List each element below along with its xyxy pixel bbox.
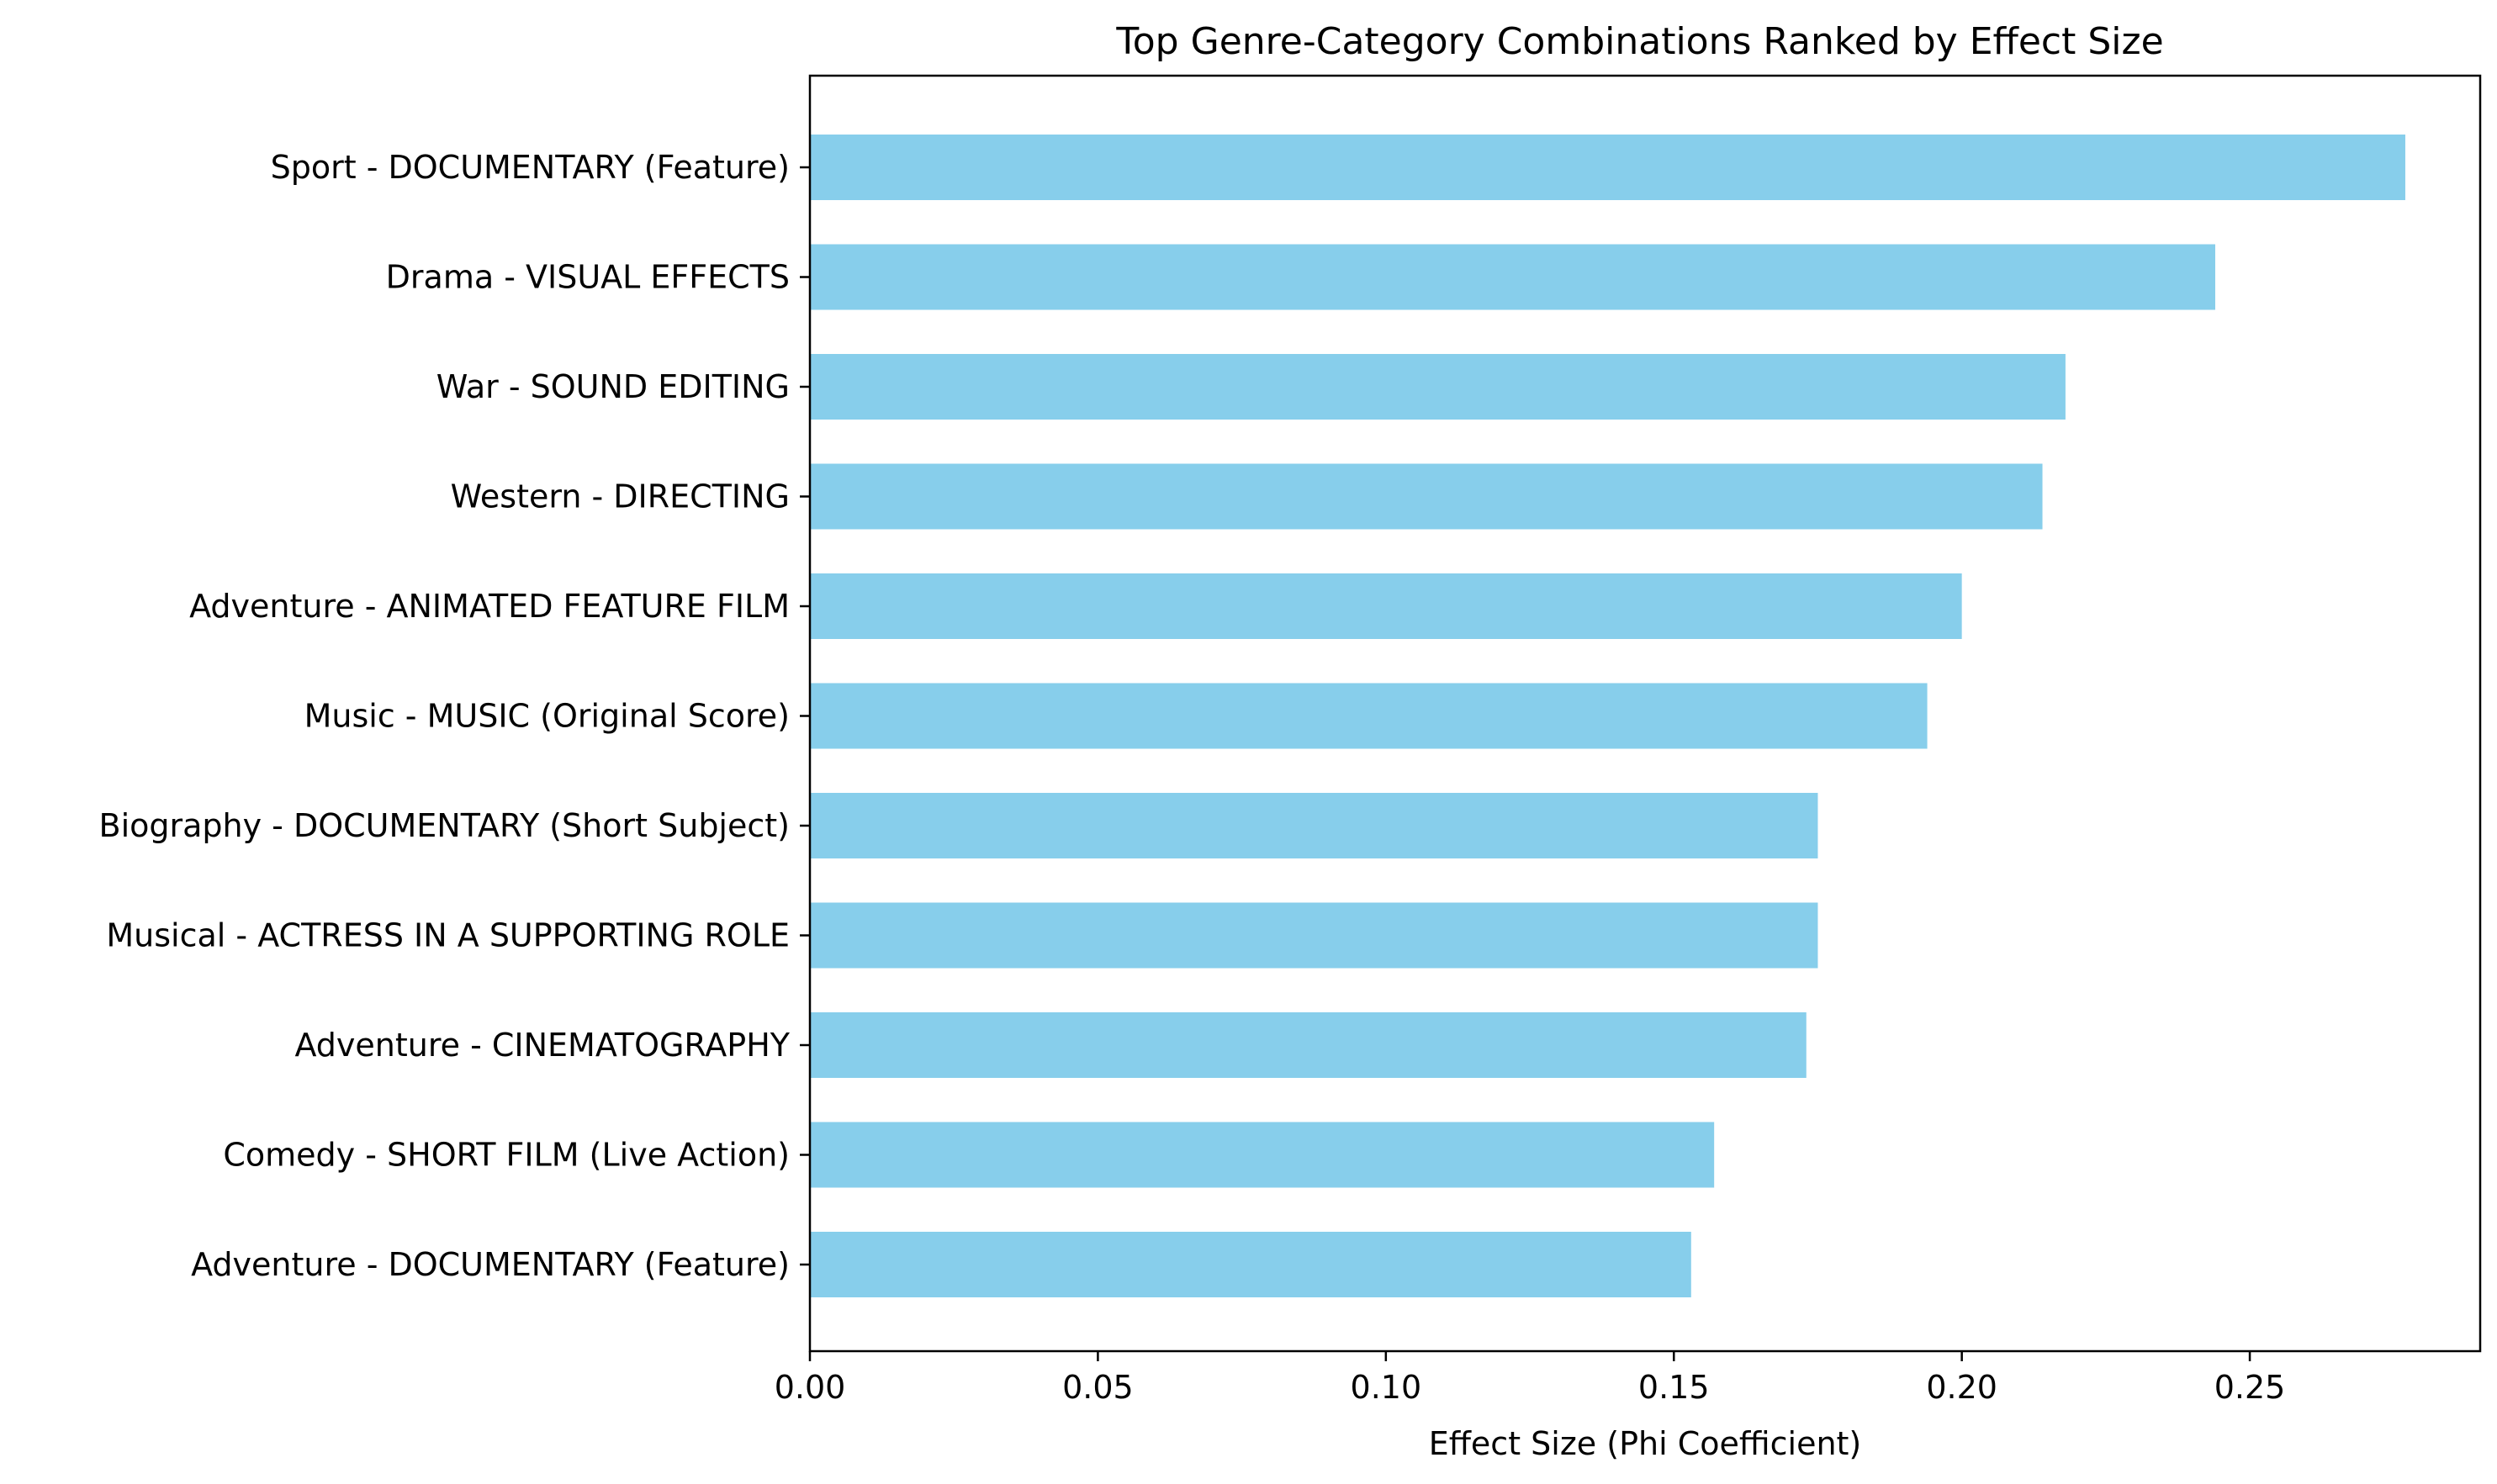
bar [810, 793, 1818, 858]
x-tick-label: 0.05 [1062, 1369, 1134, 1406]
bars-group [810, 135, 2405, 1297]
x-tick-label: 0.00 [775, 1369, 846, 1406]
y-tick-label: Adventure - CINEMATOGRAPHY [294, 1027, 790, 1064]
bar [810, 463, 2043, 530]
y-tick-label: Drama - VISUAL EFFECTS [386, 259, 790, 296]
y-tick-label: Adventure - DOCUMENTARY (Feature) [191, 1246, 790, 1283]
chart-title: Top Genre-Category Combinations Ranked b… [1115, 20, 2163, 63]
x-tick-label: 0.20 [1926, 1369, 1997, 1406]
y-tick-label: Adventure - ANIMATED FEATURE FILM [189, 588, 790, 625]
y-tick-label: Musical - ACTRESS IN A SUPPORTING ROLE [106, 917, 790, 954]
y-tick-label: Music - MUSIC (Original Score) [304, 698, 790, 735]
x-ticks: 0.00 0.05 0.10 0.15 0.20 0.25 [775, 1351, 2286, 1406]
x-tick-label: 0.10 [1351, 1369, 1422, 1406]
bar [810, 244, 2215, 310]
x-tick-label: 0.25 [2214, 1369, 2286, 1406]
bar [810, 135, 2405, 200]
x-axis-label: Effect Size (Phi Coefficient) [1429, 1425, 1862, 1462]
bar [810, 573, 1962, 639]
bar [810, 1012, 1807, 1078]
y-tick-label: Sport - DOCUMENTARY (Feature) [271, 149, 790, 186]
x-tick-label: 0.15 [1638, 1369, 1710, 1406]
bar [810, 1122, 1715, 1188]
y-tick-label: Western - DIRECTING [451, 478, 790, 515]
plot-frame [808, 74, 2482, 1353]
bar [810, 354, 2066, 420]
bar [810, 683, 1928, 749]
y-tick-labels: Sport - DOCUMENTARY (Feature) Drama - VIS… [99, 149, 810, 1283]
bar [810, 1232, 1691, 1297]
y-tick-label: War - SOUND EDITING [436, 368, 790, 405]
y-tick-label: Comedy - SHORT FILM (Live Action) [223, 1137, 790, 1174]
y-tick-label: Biography - DOCUMENTARY (Short Subject) [99, 807, 791, 844]
bar [810, 902, 1818, 969]
